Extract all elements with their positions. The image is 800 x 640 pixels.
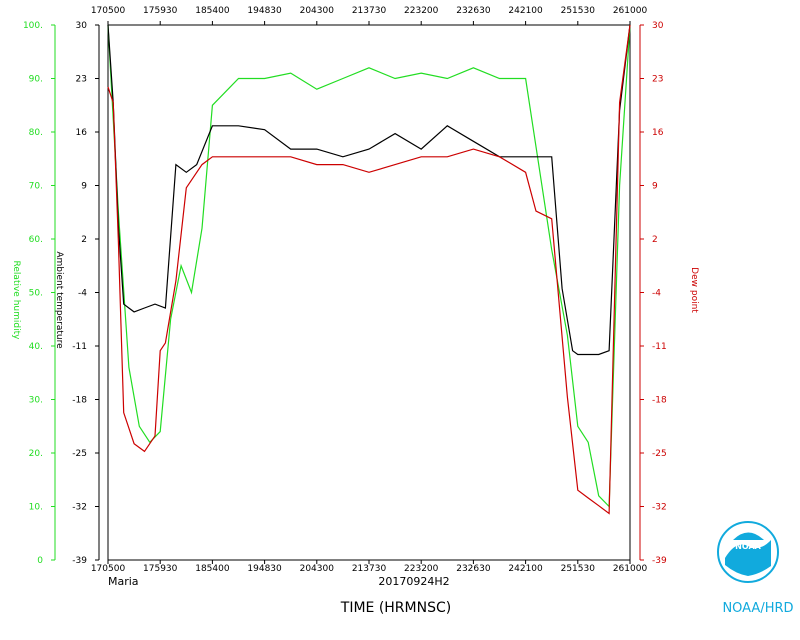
temp-axis-tick-label: -18	[72, 396, 87, 406]
flight-id: 20170924H2	[378, 575, 449, 588]
dew-axis-tick-label: -39	[652, 556, 667, 566]
storm-name: Maria	[108, 575, 139, 588]
x-tick-label: 213730	[352, 564, 387, 574]
dew-axis-tick-label: 2	[652, 235, 658, 245]
x-tick-label: 194830	[247, 564, 282, 574]
x-tick-label: 175930	[143, 564, 178, 574]
rh-series-line	[107, 24, 631, 508]
rh-axis-tick-label: 60.	[29, 235, 43, 245]
temp-axis-tick-label: 23	[76, 75, 87, 85]
temp-axis-tick-label: -32	[72, 503, 87, 513]
plot-frame	[107, 24, 631, 561]
x-tick-label: 232630	[456, 6, 491, 16]
x-tick-label: 251530	[561, 6, 596, 16]
temp-axis-tick-label: -39	[72, 556, 87, 566]
temp-axis-tick-label: -25	[72, 449, 87, 459]
rh-axis-tick-label: 100.	[23, 21, 43, 31]
x-tick-label: 223200	[404, 6, 439, 16]
x-tick-label: 170500	[91, 6, 126, 16]
temp-axis-tick-label: 30	[76, 21, 88, 31]
rh-axis-tick-label: 40.	[29, 342, 43, 352]
x-axis-ticks-top: 170500 175930 185400 194830 204300 213730 2232…	[91, 6, 648, 25]
dew-axis-tick-label: -4	[652, 289, 661, 299]
x-tick-label: 261000	[613, 6, 648, 16]
noaa-logo-wave	[725, 540, 771, 576]
dew-axis-title: Dew point	[689, 267, 699, 313]
dew-axis-tick-label: -11	[652, 342, 667, 352]
rh-axis-tick-label: 0	[37, 556, 43, 566]
dew-axis-tick-label: -18	[652, 396, 667, 406]
x-tick-label: 242100	[508, 564, 543, 574]
dew-axis-tick-label: -32	[652, 503, 667, 513]
x-tick-label: 194830	[247, 6, 282, 16]
x-tick-label: 204300	[300, 564, 335, 574]
rh-axis-tick-label: 70.	[29, 182, 43, 192]
dew-axis-tick-label: 23	[652, 75, 663, 85]
x-tick-label: 204300	[300, 6, 335, 16]
dew-axis-tick-label: 16	[652, 128, 664, 138]
dew-axis-ticks: -39 -32 -25 -18 -11 -4 2 9 16 23 30	[640, 21, 667, 566]
temp-axis-tick-label: -11	[72, 342, 87, 352]
x-tick-label: 242100	[508, 6, 543, 16]
noaa-logo-text: NOAA	[735, 542, 761, 551]
rh-axis-tick-label: 50.	[29, 289, 43, 299]
rh-axis-title: Relative humidity	[11, 261, 21, 341]
rh-axis-tick-label: 30.	[29, 396, 43, 406]
noaa-logo-bird	[733, 532, 764, 540]
dew-series-line	[107, 24, 631, 515]
noaa-hrd-credit: NOAA/HRD	[722, 601, 793, 616]
dew-axis-tick-label: 30	[652, 21, 664, 31]
temp-axis-tick-label: 2	[81, 235, 87, 245]
dew-axis-tick-label: 9	[652, 182, 658, 192]
x-tick-label: 223200	[404, 564, 439, 574]
x-tick-label: 251530	[561, 564, 596, 574]
series-group	[107, 24, 631, 515]
temp-axis-title: Ambient temperature	[54, 251, 64, 349]
x-tick-label: 170500	[91, 564, 126, 574]
x-tick-label: 175930	[143, 6, 178, 16]
temp-axis-tick-label: -4	[78, 289, 87, 299]
rh-axis-tick-label: 10.	[29, 503, 43, 513]
x-tick-label: 185400	[195, 564, 230, 574]
rh-axis-tick-label: 20.	[29, 449, 43, 459]
x-tick-label: 261000	[613, 564, 648, 574]
noaa-logo-ring	[717, 521, 779, 583]
temp-axis-tick-label: 9	[81, 182, 87, 192]
temp-axis-tick-label: 16	[76, 128, 88, 138]
x-tick-label: 185400	[195, 6, 230, 16]
x-tick-label: 213730	[352, 6, 387, 16]
rh-axis-tick-label: 90.	[29, 75, 43, 85]
x-axis-title: TIME (HRMNSC)	[340, 600, 451, 616]
dew-axis-tick-label: -25	[652, 449, 667, 459]
x-axis-ticks-bottom: 170500 175930 185400 194830 204300 213730 2232…	[91, 560, 648, 574]
x-tick-label: 232630	[456, 564, 491, 574]
rh-axis-tick-label: 80.	[29, 128, 43, 138]
rh-axis-ticks: 0 10. 20. 30. 40. 50. 60. 70. 80. 90. 100.	[23, 21, 55, 566]
noaa-logo: NOAA	[717, 521, 779, 583]
temp-series-line	[107, 24, 631, 356]
temp-axis-ticks: -39 -32 -25 -18 -11 -4 2 9 16 23 30	[72, 21, 99, 566]
